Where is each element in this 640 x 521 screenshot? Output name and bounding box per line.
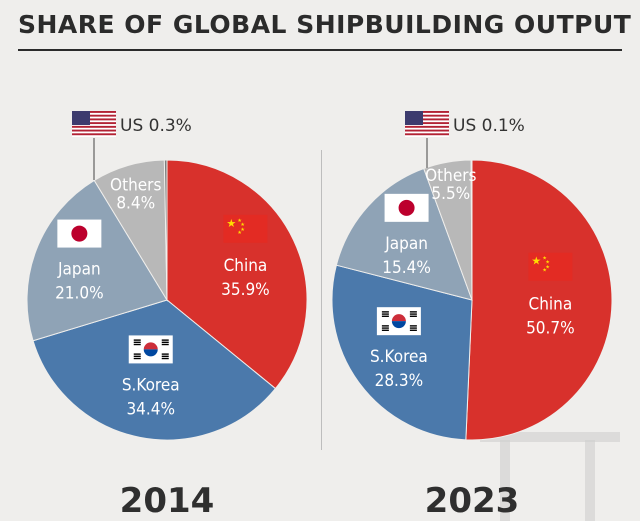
us-flag (72, 111, 116, 137)
value-2023-china: 50.7% (526, 319, 575, 339)
value-2023-others: 5.5% (431, 184, 470, 204)
year-label-2014: 2014 (120, 481, 215, 521)
svg-text:★: ★ (542, 256, 547, 262)
us-label-2014: US 0.3% (120, 116, 192, 136)
label-2014-japan: Japan (57, 260, 101, 280)
svg-text:★: ★ (237, 218, 242, 224)
svg-text:★: ★ (237, 230, 242, 236)
svg-text:★: ★ (240, 222, 245, 228)
label-2023-others: Others (425, 166, 476, 186)
value-2014-japan: 21.0% (55, 284, 104, 304)
pie-slice-2023-us (470, 159, 473, 301)
pie-slice-2023-skorea (331, 264, 473, 441)
label-2014-others: Others (110, 175, 161, 195)
svg-text:★: ★ (545, 260, 550, 266)
background-crane-right (585, 440, 595, 521)
pie-slice-2014-us (163, 159, 168, 301)
japan-flag (384, 193, 429, 222)
background-crane-left (500, 440, 510, 521)
pie-slice-2014-china (166, 159, 308, 390)
korea-flag (376, 307, 421, 336)
value-2014-others: 8.4% (116, 193, 155, 213)
svg-text:★: ★ (240, 227, 245, 233)
svg-text:★: ★ (226, 217, 236, 230)
label-2023-china: China (529, 295, 573, 315)
year-label-2023: 2023 (425, 481, 520, 521)
us-flag (405, 111, 449, 137)
japan-flag (57, 219, 102, 248)
china-flag: ★ ★★★★ (223, 214, 268, 243)
korea-flag (128, 335, 173, 364)
china-flag: ★ ★★★★ (528, 252, 573, 281)
pie-slice-2014-skorea (32, 299, 277, 441)
value-2014-china: 35.9% (221, 280, 270, 300)
background-crane-beam (480, 432, 620, 442)
label-2014-skorea: S.Korea (122, 375, 180, 395)
label-2014-china: China (224, 256, 268, 276)
value-2014-skorea: 34.4% (126, 399, 175, 419)
svg-text:★: ★ (531, 255, 541, 268)
value-2023-skorea: 28.3% (375, 371, 424, 391)
label-2023-skorea: S.Korea (370, 347, 428, 367)
svg-text:★: ★ (545, 265, 550, 271)
svg-text:★: ★ (542, 268, 547, 274)
pie-slice-2023-china (465, 159, 613, 441)
title-underline (18, 49, 622, 51)
chart-divider (321, 150, 322, 450)
label-2023-japan: Japan (384, 234, 428, 254)
pie-slice-2023-japan (335, 167, 473, 301)
value-2023-japan: 15.4% (382, 258, 431, 278)
us-label-2023: US 0.1% (453, 116, 525, 136)
page-title: SHARE OF GLOBAL SHIPBUILDING OUTPUT (18, 10, 632, 39)
